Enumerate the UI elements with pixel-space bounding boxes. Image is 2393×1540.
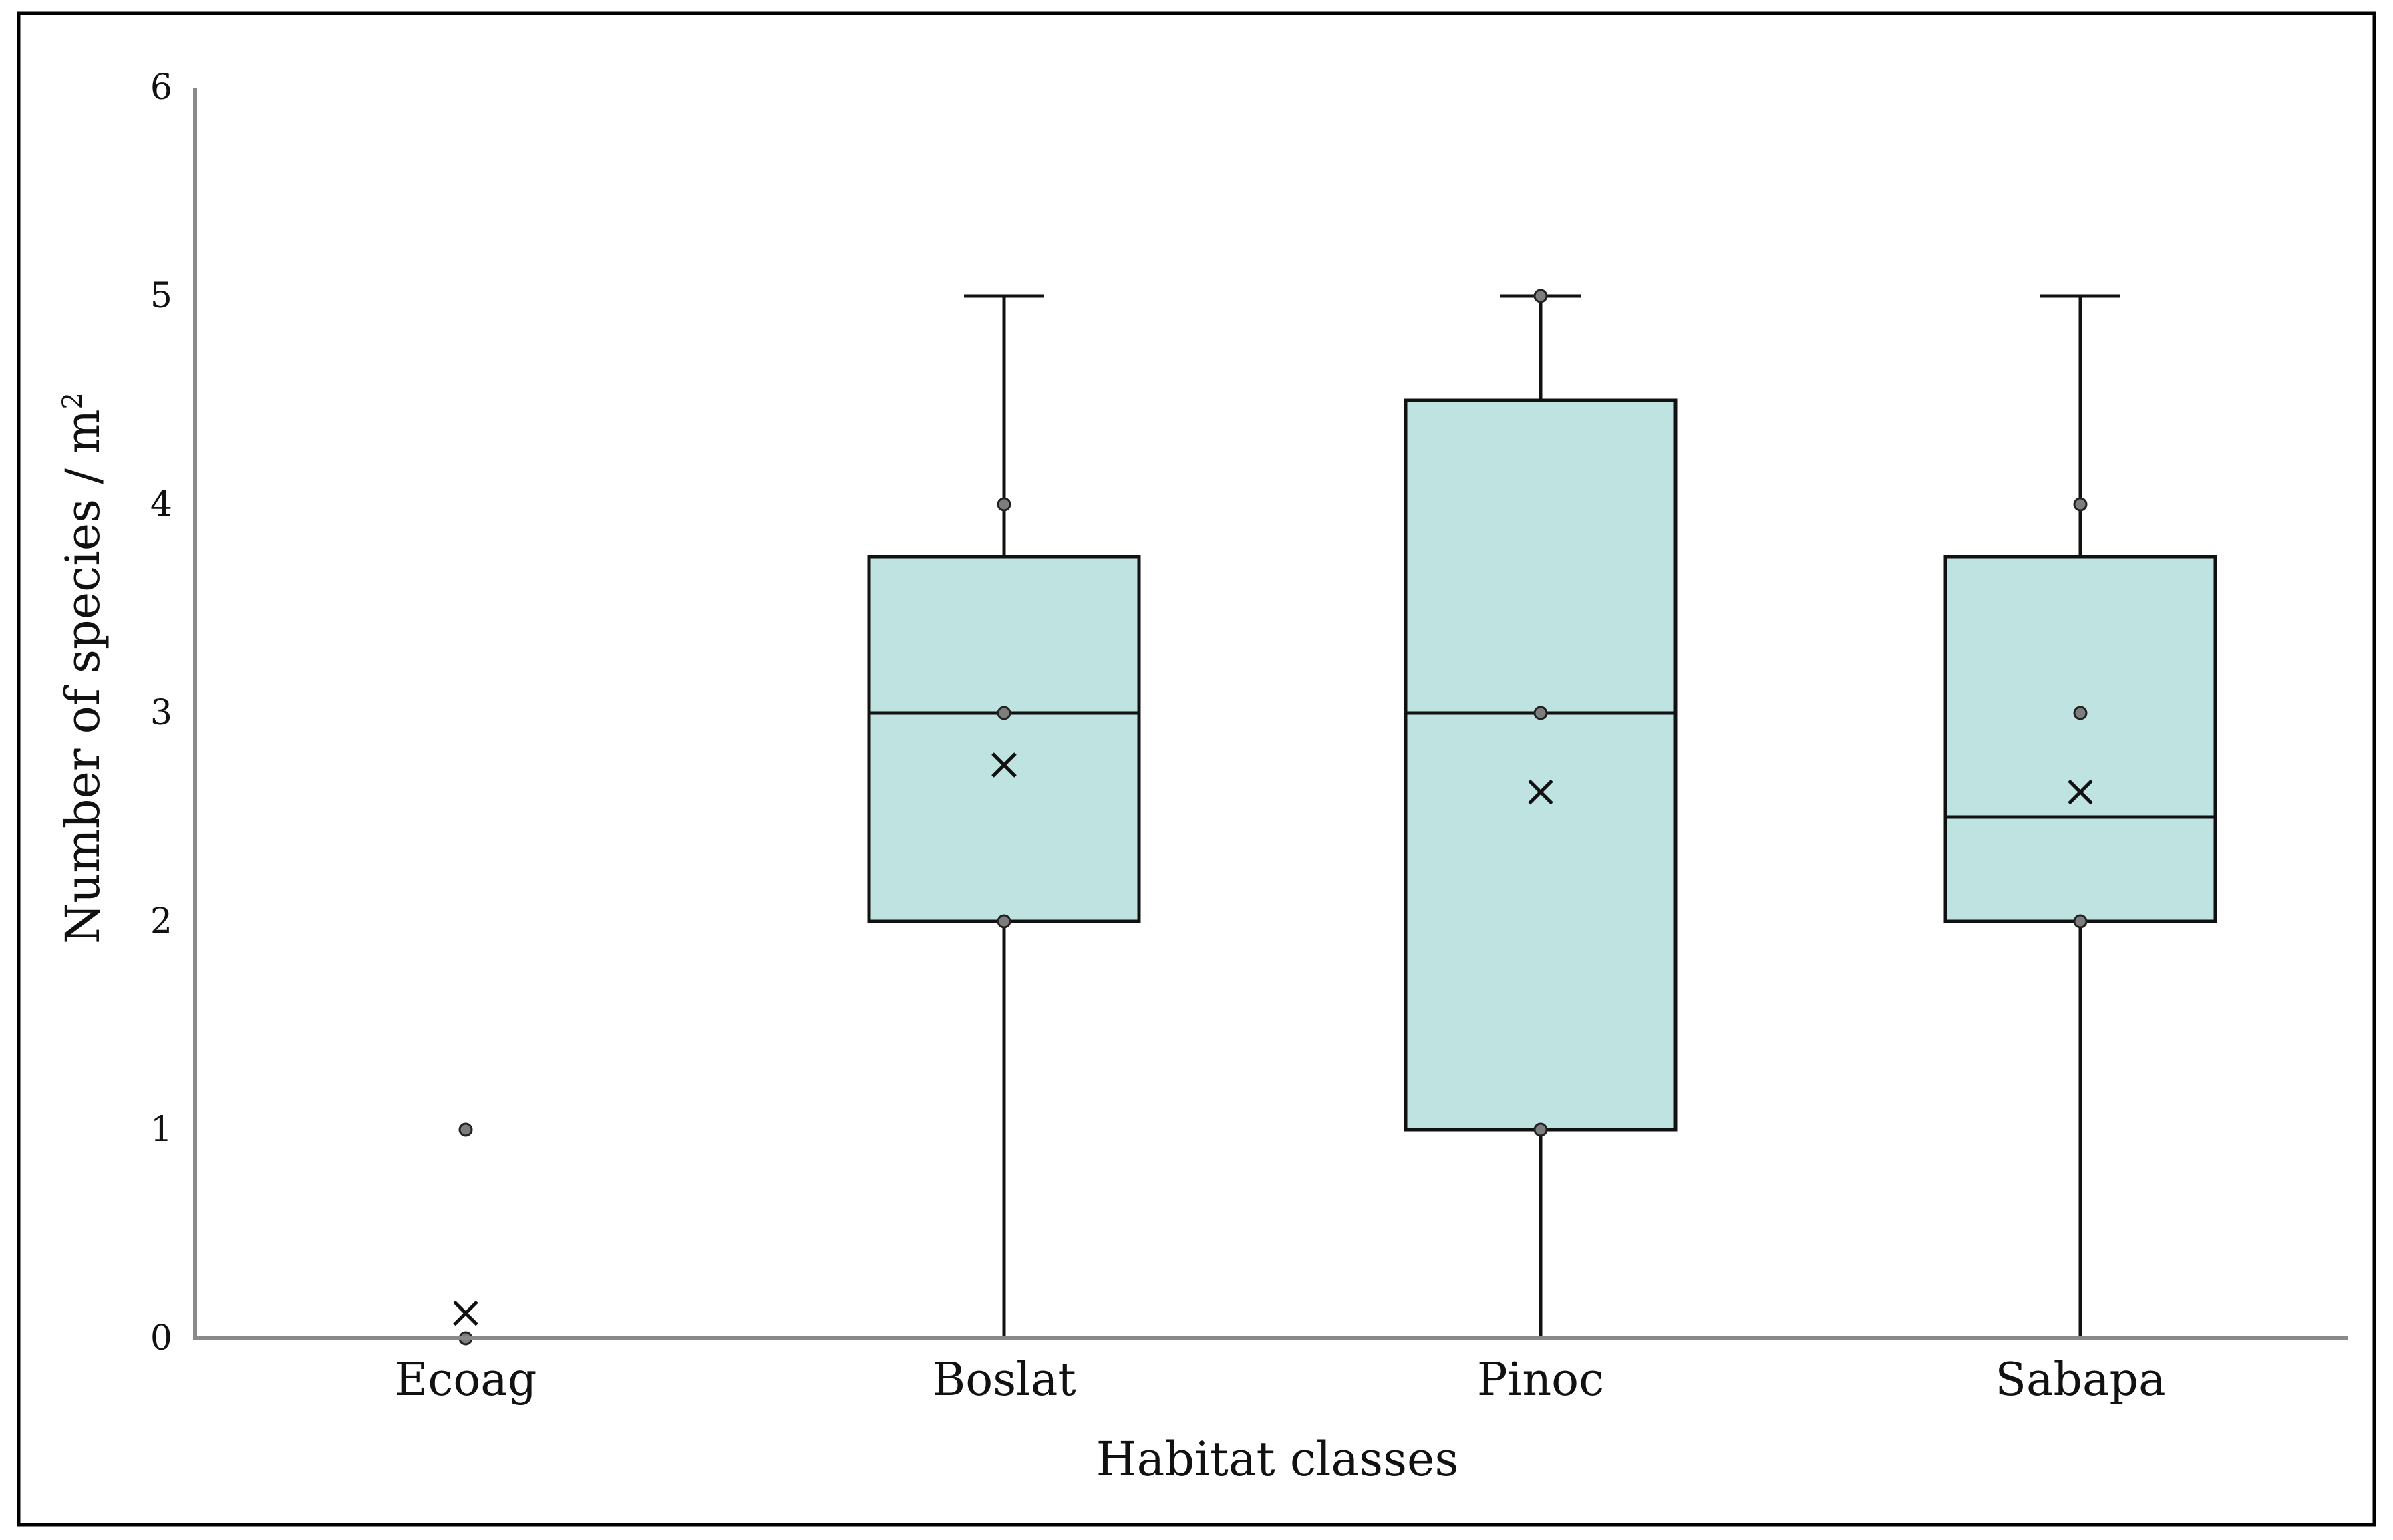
axes [193, 88, 2348, 1340]
data-point [997, 497, 1011, 512]
data-point [2073, 497, 2088, 512]
plot-area [332, 289, 2217, 1346]
iqr-box [867, 555, 1141, 923]
y-tick-label: 5 [150, 276, 172, 316]
data-point [997, 706, 1011, 720]
x-tick-label: Sabapa [1995, 1354, 2165, 1406]
y-tick-label: 4 [150, 484, 172, 524]
mean-marker [991, 752, 1017, 778]
y-tick-label: 3 [150, 693, 172, 733]
data-point [997, 914, 1011, 929]
y-axis-title-superscript: 2 [57, 392, 88, 409]
x-tick-labels: Ecoag Boslat Pinoc Sabapa [395, 1354, 2166, 1406]
mean-marker [2068, 779, 2093, 805]
x-tick-label: Ecoag [395, 1354, 537, 1406]
y-axis-title-main: Number of species / m [55, 409, 110, 944]
x-axis-title: Habitat classes [1096, 1432, 1459, 1487]
x-tick-label: Pinoc [1477, 1354, 1604, 1406]
data-point [1533, 289, 1548, 303]
y-tick-labels: 0 1 2 3 4 5 6 [150, 67, 172, 1358]
y-tick-label: 1 [150, 1110, 172, 1150]
y-tick-label: 2 [150, 901, 172, 941]
data-point [1533, 1122, 1548, 1137]
iqr-box [1404, 398, 1678, 1132]
mean-marker [1528, 779, 1553, 805]
mean-marker [453, 1300, 478, 1326]
box-group-sabapa [1943, 294, 2217, 1340]
data-point [2073, 914, 2088, 929]
data-point [1533, 706, 1548, 720]
x-tick-label: Boslat [932, 1354, 1076, 1406]
data-point [2073, 706, 2088, 720]
data-point [458, 1122, 473, 1137]
y-tick-label: 6 [150, 67, 172, 108]
y-tick-label: 0 [150, 1318, 172, 1358]
box-group-pinoc [1404, 289, 1678, 1340]
iqr-box [1943, 555, 2217, 923]
y-axis-title: Number of species / m2 [55, 392, 110, 944]
